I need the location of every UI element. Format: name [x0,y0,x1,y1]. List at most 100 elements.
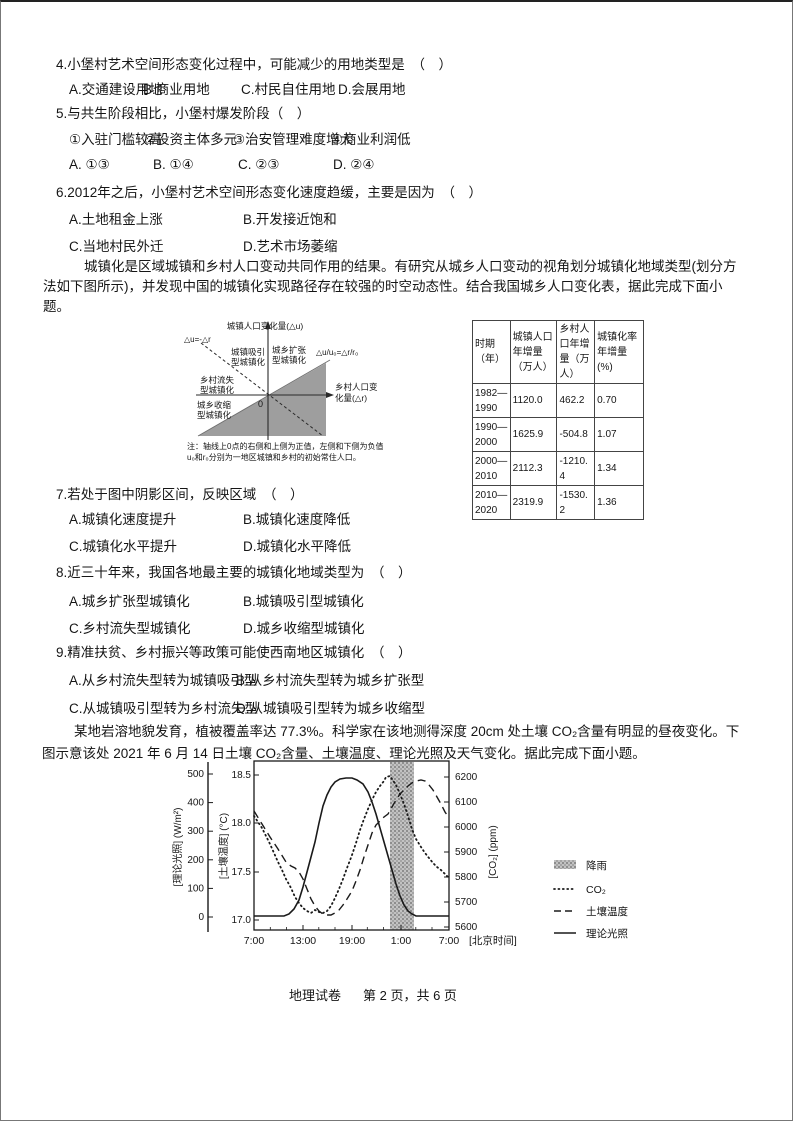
option: B.从乡村流失型转为城乡扩张型 [236,673,425,688]
option: B.商业用地 [143,82,210,97]
paragraph-karst-line1: 某地岩溶地貌发育，植被覆盖率达 77.3%。科学家在该地测得深度 20cm 处土… [74,724,740,739]
temp-tick: 17.0 [232,915,252,926]
x-minor-ticks [269,927,433,930]
table-header-row: 时期（年） 城镇人口年增量（万人） 乡村人口年增量（万人） 城镇化率年增量 (%… [472,320,644,384]
cell-urban: 1120.0 [509,383,558,418]
option: D.会展用地 [338,82,406,97]
table-row: 2000—2010 2112.3 -1210.4 1.34 [472,451,644,486]
table-row: 1990—2000 1625.9 -504.8 1.07 [472,417,644,452]
option: D.城乡收缩型城镇化 [243,621,365,636]
temp-curve [253,779,450,916]
legend-co2-label: CO₂ [586,884,606,896]
negative-diagonal-line [200,342,324,437]
light-tick: 200 [187,855,204,866]
x-tick: 13:00 [290,935,316,947]
cell-urban: 2319.9 [509,485,558,520]
question-6-stem: 6.2012年之后，小堡村艺术空间形态变化速度趋缓，主要是因为 （ ） [56,185,483,200]
x-axis-label: [北京时间] [469,934,517,947]
light-tick: 400 [187,798,204,809]
temp-tick: 18.0 [232,818,252,829]
light-tick: 0 [198,912,204,923]
plot-box [253,760,450,931]
paragraph-urbanization-line2: 法如下图所示)，并发现中国的城镇化实现路径存在较强的时空动态性。结合我国城乡人口… [43,279,723,294]
option: A.从乡村流失型转为城镇吸引型 [69,673,258,688]
x-tick: 19:00 [339,935,365,947]
option: D. ②④ [333,157,375,172]
option: B.开发接近饱和 [243,212,337,227]
legend-rain-swatch [554,860,576,869]
question-4-stem: 4.小堡村艺术空间形态变化过程中，可能减少的用地类型是 （ ） [56,57,453,72]
origin-label: 0 [258,399,263,409]
co2-tick: 5600 [455,922,478,933]
cell-rural: -504.8 [556,417,596,452]
paragraph-karst-line2: 图示意该处 2021 年 6 月 14 日土壤 CO₂含量、土壤温度、理论光照及… [42,746,646,761]
co2-ticks [444,776,449,928]
ratio-line [197,359,331,437]
legend-temp-label: 土壤温度 [586,905,628,918]
cell-period: 1990—2000 [472,417,511,452]
table-row: 1982—1990 1120.0 462.2 0.70 [472,383,644,418]
numbered-item: ②投资主体多元 [144,132,238,147]
temp-axis-label: [土壤温度] (°C) [217,813,230,879]
table-row: 2010—2020 2319.9 -1530.2 1.36 [472,485,644,520]
co2-curve [253,774,450,915]
x-tick: 1:00 [391,935,412,947]
cell-rate: 0.70 [594,383,644,418]
option: A.土地租金上涨 [69,212,163,227]
option: A. ①③ [69,157,110,172]
numbered-item: ③治安管理难度增大 [233,132,354,147]
temp-tick: 17.5 [232,867,252,878]
cell-period: 2000—2010 [472,451,511,486]
legend-rain-label: 降雨 [586,859,607,872]
option: C.城镇化水平提升 [69,539,177,554]
option: C.村民自住用地 [241,82,336,97]
x-major-ticks [253,925,450,930]
column-header: 时期（年） [472,320,511,384]
light-tick: 100 [187,883,204,894]
y-axis-label: 城镇人口变化量(△u) [227,321,304,331]
x-tick: 7:00 [244,935,265,947]
x-axis-arrow [326,392,334,398]
rain-band [390,762,414,930]
cell-urban: 1625.9 [509,417,558,452]
option: D.城镇化水平降低 [243,539,351,554]
question-7-stem: 7.若处于图中阴影区间，反映区域 （ ） [56,487,304,502]
option: D.从城镇吸引型转为城乡收缩型 [236,701,425,716]
ratio-line-label: △u/u₀=△r/r₀ [316,348,358,357]
light-axis-ticks [208,773,213,918]
cell-rate: 1.34 [594,451,644,486]
quad-attract-line1: 城镇吸引 [231,347,265,357]
option: D.艺术市场萎缩 [243,239,338,254]
option: C. ②③ [238,157,280,172]
quad-expand-line1: 城乡扩张 [272,345,307,355]
urbanization-typology-diagram: 城镇人口变化量(△u) △u=-△r △u/u₀=△r/r₀ 城镇吸引 型城镇化… [183,318,391,468]
quad-shrink-line1: 城乡收缩 [197,400,232,410]
option: A.交通建设用地 [69,82,163,97]
numbered-item: ④商业利润低 [331,132,411,147]
population-change-table: 时期（年） 城镇人口年增量（万人） 乡村人口年增量（万人） 城镇化率年增量 (%… [472,320,644,520]
light-tick: 500 [187,769,204,780]
option: B.城镇吸引型城镇化 [243,594,364,609]
co2-tick: 6100 [455,797,478,808]
co2-tick: 5800 [455,872,478,883]
cell-period: 1982—1990 [472,383,511,418]
option: C.当地村民外迁 [69,239,164,254]
option: C.从城镇吸引型转为乡村流失型 [69,701,258,716]
cell-rural: -1210.4 [556,451,596,486]
figure-note-line1: 注：轴线上0点的右侧和上侧为正值，左侧和下侧为负值； [187,441,383,451]
x-axis-label-line2: 化量(△r) [335,393,367,403]
chart-svg: 500 400 300 200 100 0 [理论光照] (W/m²) 18.5… [171,760,628,947]
legend-light-label: 理论光照 [586,927,628,940]
co2-tick: 5700 [455,897,478,908]
cell-urban: 2112.3 [509,451,558,486]
option: B.城镇化速度降低 [243,512,351,527]
light-tick: 300 [187,826,204,837]
cell-rate: 1.36 [594,485,644,520]
paragraph-urbanization-line3: 题。 [43,299,70,314]
quad-loss-line2: 型城镇化 [200,385,235,395]
column-header: 乡村人口年增量（万人） [556,320,596,384]
column-header: 城镇化率年增量 (%) [594,320,644,384]
temp-ticks [254,774,259,921]
quad-expand-line2: 型城镇化 [272,355,307,365]
